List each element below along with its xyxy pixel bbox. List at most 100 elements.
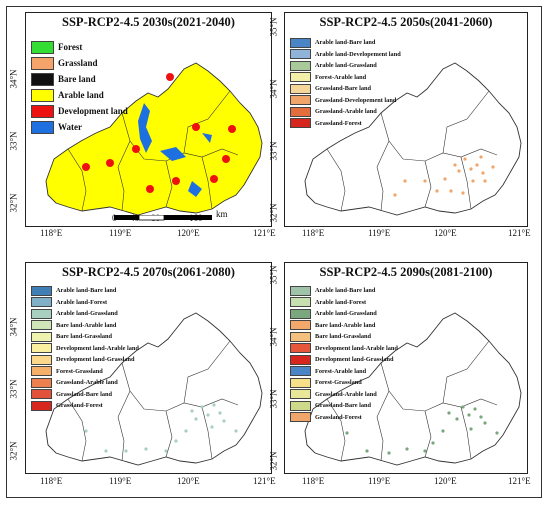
legend-item: Grassland [31, 55, 128, 71]
legend-item: Grassland-Bare land [31, 389, 139, 401]
legend-item: Bare land-Arable land [31, 320, 139, 332]
legend-label: Arable land-Forest [315, 298, 367, 306]
legend-swatch [290, 95, 311, 106]
city-boundary [183, 90, 231, 154]
legend-label: Arable land-Bare land [56, 287, 117, 295]
lon-label: 121°E [508, 228, 531, 238]
legend-swatch [290, 106, 311, 117]
legend-item: Grassland-Bare land [290, 83, 401, 95]
legend-item: Forest-Arable land [290, 366, 398, 378]
change-patch [405, 447, 409, 451]
legend-swatch [31, 343, 52, 354]
legend-label: Bare land-Grassland [56, 333, 113, 341]
legend-label: Grassland-Forest [56, 402, 103, 410]
change-patch [461, 405, 465, 409]
legend-swatch [290, 297, 311, 308]
legend-swatch [290, 72, 311, 83]
change-patch [455, 417, 459, 421]
legend-label: Grassland-Developement land [315, 96, 397, 104]
legend-swatch [290, 60, 311, 71]
study-area-outline [45, 312, 263, 466]
legend-item: Grassland-Forest [31, 400, 139, 412]
legend-label: Forest [58, 42, 83, 52]
lon-label: 121°E [508, 476, 531, 486]
lat-label: 34°N [8, 317, 19, 337]
legend-label: Development land-Arable land [56, 344, 139, 352]
change-patch [345, 431, 349, 435]
city-boundary [67, 398, 87, 462]
legend-swatch [290, 37, 311, 48]
map-panel-2050s: SSP-RCP2-4.5 2050s(2041-2060) Arable lan… [284, 12, 528, 227]
legend-label: Grassland-Bare land [315, 402, 372, 410]
legend-label: Development land-Arable land [315, 344, 398, 352]
lat-label: 32°N [8, 441, 19, 461]
city-boundary [201, 156, 213, 210]
legend-label: Arable land-Bare land [315, 39, 376, 47]
lon-label: 120°E [434, 476, 457, 486]
legend-item: Arable land-Grassland [290, 60, 401, 72]
water-body [202, 133, 212, 143]
change-patch [423, 449, 427, 453]
legend-swatch [290, 331, 311, 342]
city-boundary [183, 340, 231, 404]
legend-item: Arable land-Bare land [290, 37, 401, 49]
change-patch [441, 429, 445, 433]
development-patch [222, 155, 230, 163]
legend-swatch [290, 366, 311, 377]
legend-swatch [31, 104, 54, 118]
map-canvas [45, 62, 263, 216]
study-area-outline [304, 62, 522, 216]
change-patch [84, 429, 88, 433]
legend-label: Arable land [58, 90, 104, 100]
change-patch [194, 417, 198, 421]
legend-swatch [290, 320, 311, 331]
change-patch [144, 447, 148, 451]
legend-item: Grassland-Bare land [290, 400, 398, 412]
legend-swatch [290, 343, 311, 354]
lon-label: 118°E [302, 228, 325, 238]
legend-swatch [31, 377, 52, 388]
development-patch [146, 185, 154, 193]
legend-item: Bare land-Grassland [290, 331, 398, 343]
legend-item: Arable land-Developement land [290, 49, 401, 61]
legend-label: Arable land-Bare land [315, 287, 376, 295]
development-patch [172, 177, 180, 185]
change-patch [403, 179, 407, 183]
change-patch [387, 451, 391, 455]
legend-label: Bare land-Arable land [315, 321, 376, 329]
legend-item: Forest-Grassland [31, 366, 139, 378]
change-patch [104, 449, 108, 453]
lat-label: 34°N [8, 69, 19, 89]
legend-label: Forest-Arable land [315, 73, 367, 81]
change-patch [423, 179, 427, 183]
water-body [160, 147, 186, 161]
water-body [188, 181, 202, 197]
change-patch [174, 439, 178, 443]
panel-title: SSP-RCP2-4.5 2090s(2081-2100) [319, 265, 493, 279]
legend: Arable land-Bare land Arable land-Forest A… [31, 285, 139, 412]
legend-swatch [31, 56, 54, 70]
change-patch [447, 411, 451, 415]
development-patch [132, 145, 140, 153]
lon-label: 119°E [109, 476, 132, 486]
change-patch [435, 189, 439, 193]
legend-swatch [290, 400, 311, 411]
change-patch [479, 415, 483, 419]
change-patch [200, 405, 204, 409]
legend-label: Grassland-Forest [315, 119, 362, 127]
legend-swatch [290, 83, 311, 94]
legend-item: Arable land-Bare land [31, 285, 139, 297]
city-boundary [442, 340, 490, 404]
city-boundary [376, 390, 390, 462]
legend-label: Grassland [58, 58, 98, 68]
legend-item: Forest-Grassland [290, 377, 398, 389]
change-patch [443, 177, 447, 181]
city-boundary [376, 140, 390, 212]
map-canvas [304, 312, 522, 466]
city-boundary [326, 148, 346, 212]
legend-swatch [31, 72, 54, 86]
city-boundary [460, 156, 472, 210]
city-boundary [201, 406, 213, 460]
map-canvas [304, 62, 522, 216]
change-patch [469, 427, 473, 431]
